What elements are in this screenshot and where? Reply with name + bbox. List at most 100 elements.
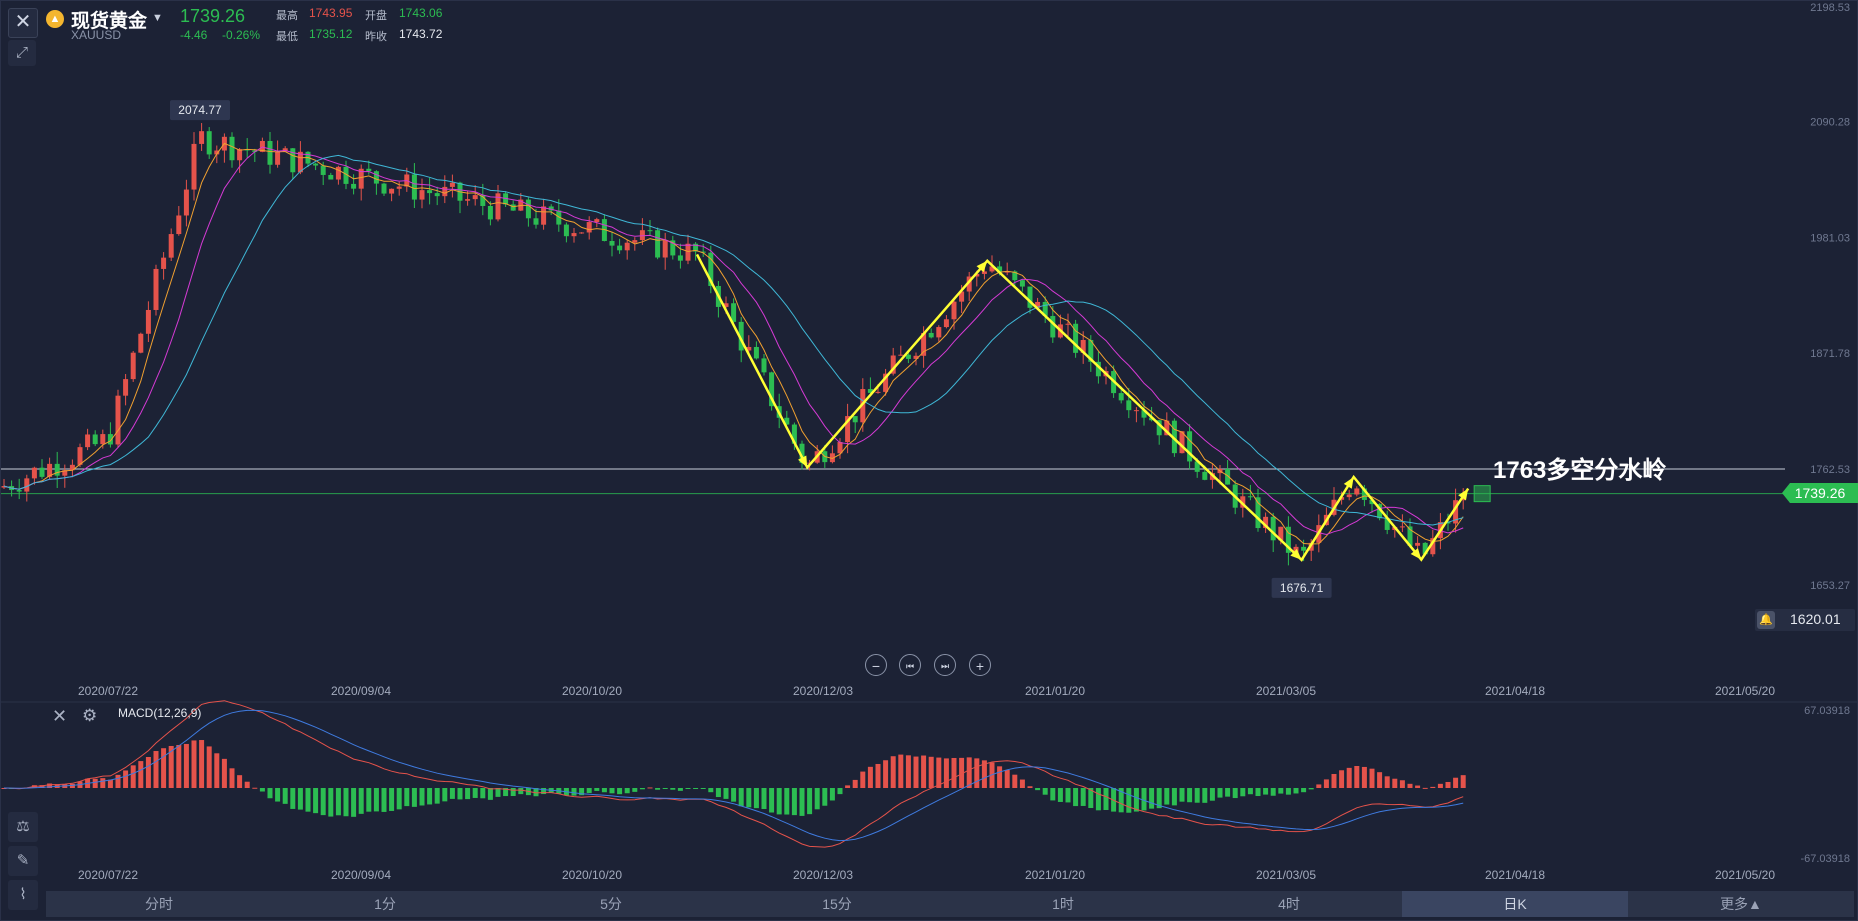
macd-histogram-bar (571, 788, 577, 796)
candle-body (685, 243, 691, 261)
macd-histogram-bar (145, 756, 151, 788)
candle-body (609, 240, 615, 246)
ma20-line (3, 154, 1464, 526)
macd-histogram-bar (442, 788, 448, 802)
tab-timeframe-6[interactable]: 4时 (1278, 896, 1300, 912)
macd-date-axis-tick: 2020/09/04 (331, 868, 391, 882)
candle-body (1377, 504, 1383, 519)
macd-histogram-bar (259, 788, 265, 792)
gear-icon[interactable]: ⚙ (82, 706, 98, 725)
prev-close-value: 1743.72 (399, 27, 443, 41)
candle-body (138, 333, 144, 353)
candle-body (335, 166, 341, 180)
close-icon[interactable]: ✕ (8, 8, 38, 38)
tab-timeframe-2[interactable]: 1分 (374, 896, 396, 912)
candle-body (731, 303, 737, 322)
scroll-start-icon[interactable]: ⏮ (899, 654, 921, 676)
pencil-icon[interactable]: ✎ (8, 846, 38, 876)
candle-body (161, 257, 167, 269)
macd-histogram-bar (807, 788, 813, 815)
tab-timeframe-4[interactable]: 15分 (822, 896, 852, 912)
macd-histogram-bar (381, 788, 387, 812)
close-icon[interactable]: ✕ (52, 706, 68, 726)
candle-body (92, 434, 98, 445)
macd-histogram-bar (594, 788, 600, 791)
tab-timeframe-3[interactable]: 5分 (600, 896, 622, 912)
macd-histogram-bar (814, 788, 820, 810)
macd-histogram-bar (123, 770, 129, 788)
candle-body (883, 373, 889, 392)
open-label: 开盘 (365, 10, 387, 22)
chevron-down-icon[interactable]: ▼ (152, 12, 163, 24)
macd-histogram-bar (913, 756, 919, 788)
macd-histogram-bar (1065, 788, 1071, 803)
bell-icon[interactable]: 🔔 (1757, 611, 1775, 629)
candle-body (1004, 271, 1010, 273)
macd-histogram-bar (1042, 788, 1048, 795)
tab-timeframe-7[interactable]: 日K (1402, 891, 1628, 917)
candle-body (1187, 431, 1193, 462)
candle-body (434, 193, 440, 197)
macd-histogram-bar (693, 788, 699, 789)
candle-body (100, 434, 106, 445)
line-chart-icon[interactable]: ⌇ (8, 880, 38, 910)
macd-histogram-bar (784, 788, 790, 815)
candle-body (1278, 526, 1284, 541)
indicator-icon[interactable]: ⚖ (8, 812, 38, 842)
candle-body (153, 268, 159, 310)
candle-body (974, 273, 980, 277)
expand-icon[interactable]: ⤢ (8, 40, 36, 66)
tab-timeframe-1[interactable]: 分时 (145, 896, 173, 912)
macd-histogram-bar (1392, 778, 1398, 788)
tab-timeframe-5[interactable]: 1时 (1052, 896, 1074, 912)
macd-histogram-bar (670, 788, 676, 790)
candle-body (199, 131, 205, 144)
macd-histogram-bar (943, 758, 949, 788)
macd-histogram-bar (214, 753, 220, 788)
candle-body (563, 224, 569, 237)
candle-body (1088, 340, 1094, 362)
macd-histogram-bar (69, 783, 75, 788)
macd-histogram-bar (183, 743, 189, 788)
zigzag-arrowhead (1290, 548, 1302, 560)
macd-histogram-bar (1019, 779, 1025, 788)
macd-histogram-bar (518, 788, 524, 795)
candle-body (624, 242, 630, 251)
date-axis-tick: 2020/10/20 (562, 684, 622, 698)
candle-body (313, 163, 319, 166)
candle-body (579, 232, 585, 234)
candle-body (753, 346, 759, 359)
macd-histogram-bar (1012, 774, 1018, 788)
macd-histogram-bar (244, 781, 250, 788)
zigzag-arrowhead (1458, 488, 1469, 501)
zoom-in-icon[interactable]: + (969, 654, 991, 676)
candle-body (913, 355, 919, 359)
macd-histogram-bar (252, 787, 258, 789)
candle-body (1407, 526, 1413, 546)
low-label: 最低 (276, 31, 298, 43)
tab-timeframe-8[interactable]: 更多▲ (1720, 896, 1762, 912)
macd-histogram-bar (708, 788, 714, 793)
candle-body (571, 233, 577, 237)
candle-body (541, 206, 547, 225)
scroll-end-icon[interactable]: ⏭ (934, 654, 956, 676)
candle-body (867, 389, 873, 393)
candle-body (282, 148, 288, 152)
macd-histogram-bar (305, 788, 311, 812)
candle-body (396, 186, 402, 189)
macd-histogram-bar (1035, 788, 1041, 791)
macd-histogram-bar (1263, 788, 1269, 795)
macd-histogram-bar (1073, 788, 1079, 807)
date-axis-tick: 2021/01/20 (1025, 684, 1085, 698)
macd-histogram-bar (1293, 788, 1299, 794)
price-axis-tick: 1762.53 (1810, 464, 1850, 476)
zoom-out-icon[interactable]: − (865, 654, 887, 676)
macd-histogram-bar (1445, 781, 1451, 788)
price-alert[interactable] (1755, 609, 1855, 631)
candle-body (951, 301, 957, 320)
symbol-name[interactable]: 现货黄金 (71, 11, 148, 32)
macd-histogram-bar (92, 778, 98, 788)
candle-body (16, 490, 22, 492)
price-axis-tick: 1981.03 (1810, 232, 1850, 244)
